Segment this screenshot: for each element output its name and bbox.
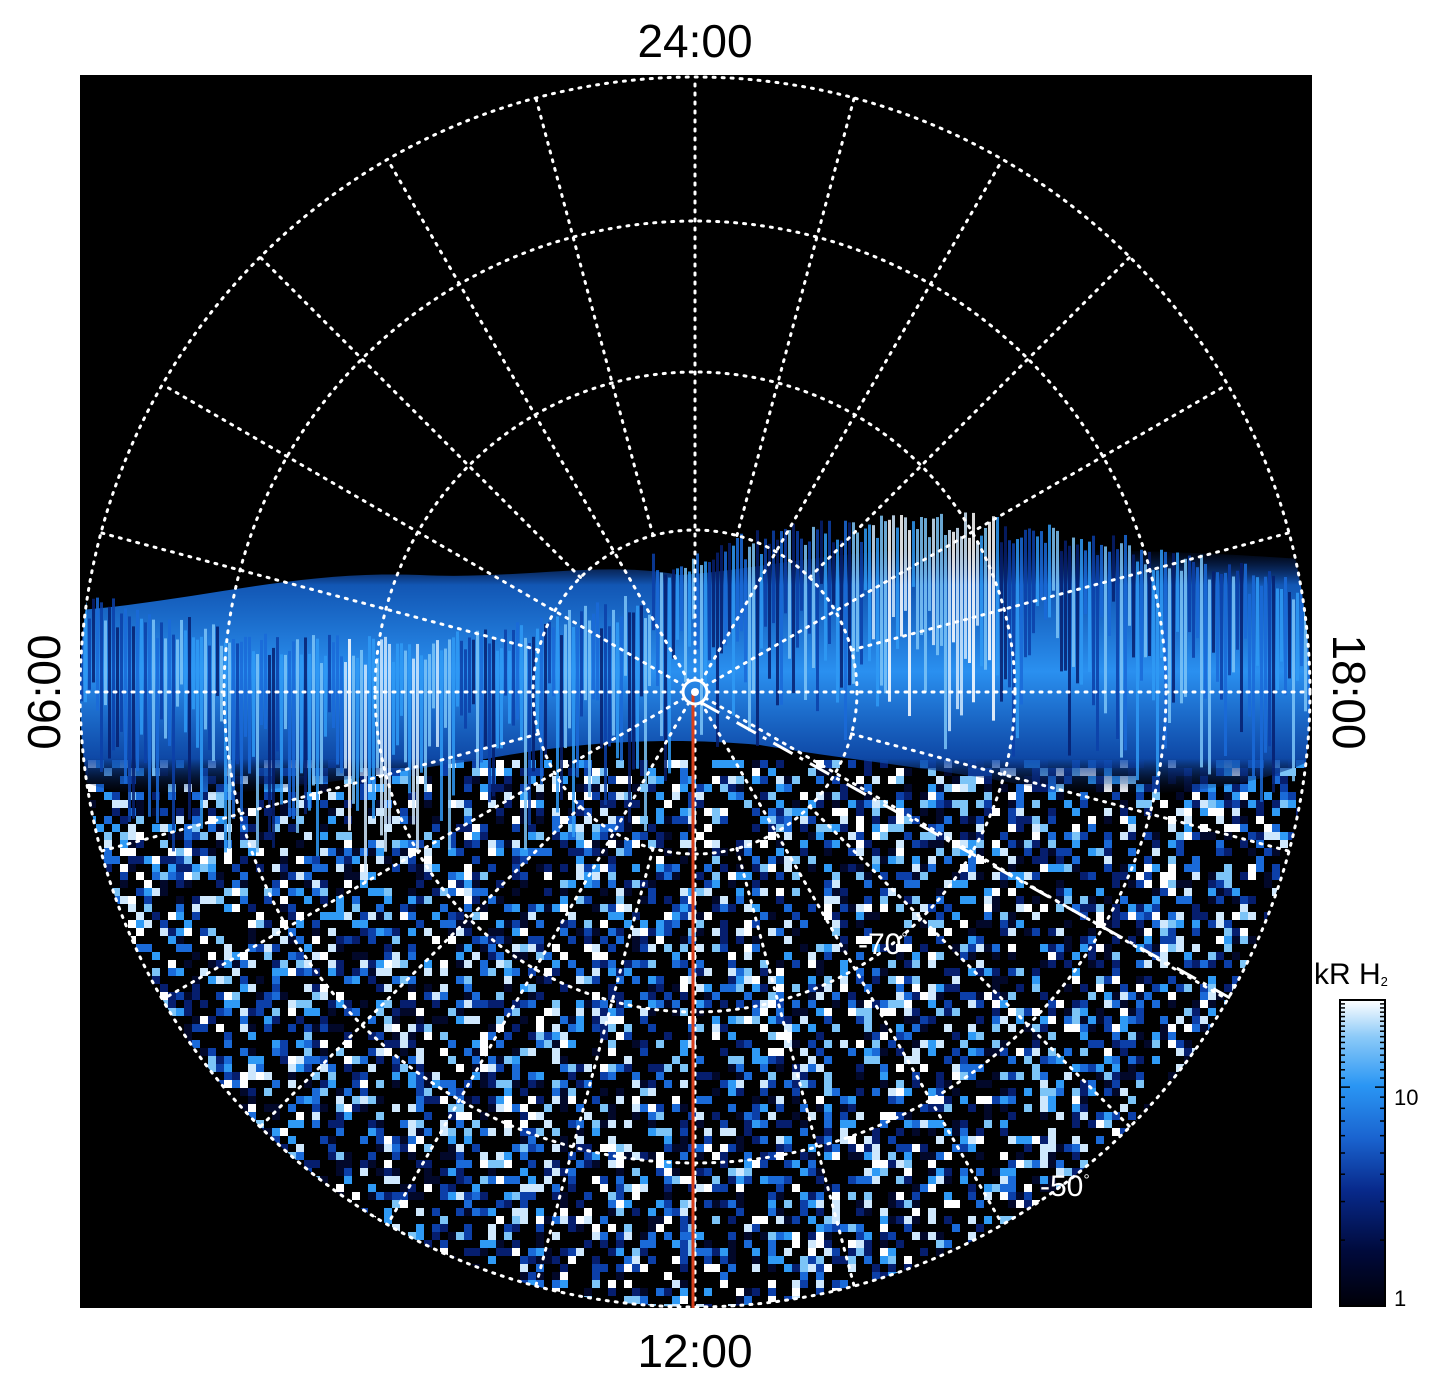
local-time-label-noon: 12:00 (637, 1325, 753, 1377)
local-time-label-dawn: 06:00 (18, 634, 70, 750)
colorbar (1339, 999, 1386, 1307)
colorbar-tick-label-10: 10 (1394, 1085, 1419, 1110)
pole-marker (681, 678, 709, 706)
dashed-reference-line (699, 700, 1231, 1000)
auroral-streaks (80, 512, 1310, 883)
local-time-label-dusk: 18:00 (1323, 634, 1375, 750)
colorbar-tick-label-1: 1 (1394, 1286, 1407, 1311)
colorbar-gradient (1339, 999, 1386, 1307)
colorbar-unit-label: kR H2 (1314, 958, 1388, 991)
latitude-label-70: -70° (858, 928, 908, 961)
polar-grid (78, 75, 1312, 1309)
latitude-label-50: -50° (1040, 1170, 1090, 1203)
local-time-label-midnight: 24:00 (637, 15, 753, 67)
